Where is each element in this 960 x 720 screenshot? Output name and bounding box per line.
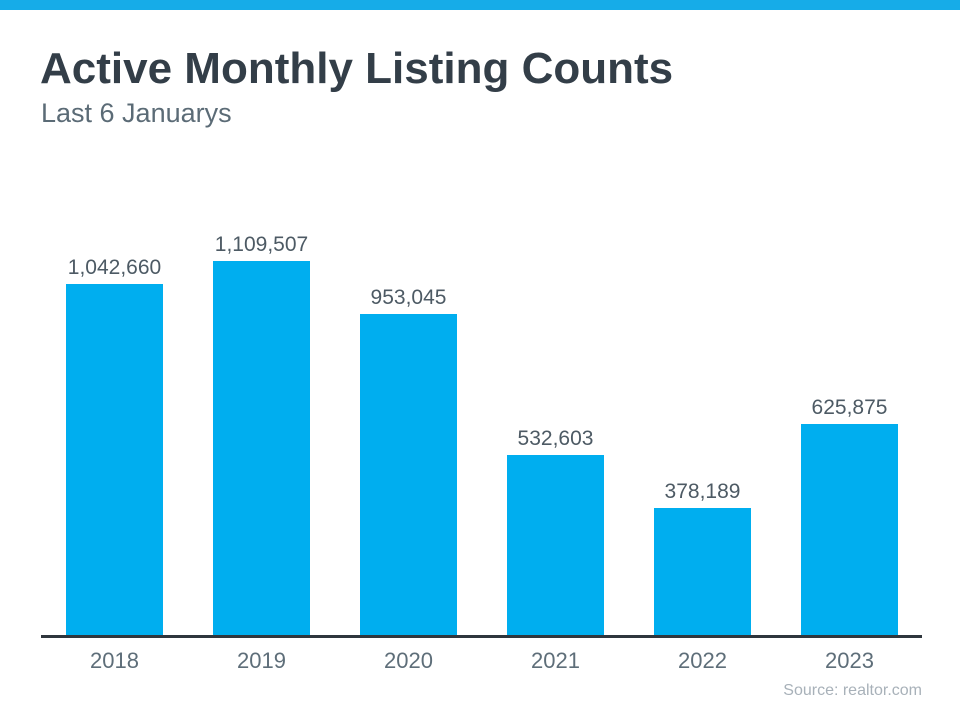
category-label-2021: 2021: [531, 648, 580, 673]
bar-2022: [654, 508, 751, 635]
x-axis-line: [41, 635, 922, 638]
bar-2023: [801, 424, 898, 635]
source-attribution: Source: realtor.com: [783, 682, 922, 699]
accent-top-strip: [0, 0, 960, 10]
value-label-2019: 1,109,507: [214, 233, 309, 256]
bar-2020: [360, 314, 457, 635]
chart-title: Active Monthly Listing Counts: [40, 44, 674, 93]
value-label-2018: 1,042,660: [67, 256, 162, 279]
category-label-2023: 2023: [825, 648, 874, 673]
value-label-2021: 532,603: [517, 427, 594, 450]
chart-subtitle: Last 6 Januarys: [41, 98, 232, 128]
bar-2018: [66, 284, 163, 635]
bar-2019: [213, 261, 310, 635]
value-label-2023: 625,875: [811, 396, 888, 419]
bar-2021: [507, 455, 604, 635]
value-label-2022: 378,189: [664, 480, 741, 503]
value-label-2020: 953,045: [370, 286, 447, 309]
category-label-2018: 2018: [90, 648, 139, 673]
category-label-2020: 2020: [384, 648, 433, 673]
category-label-2019: 2019: [237, 648, 286, 673]
category-label-2022: 2022: [678, 648, 727, 673]
